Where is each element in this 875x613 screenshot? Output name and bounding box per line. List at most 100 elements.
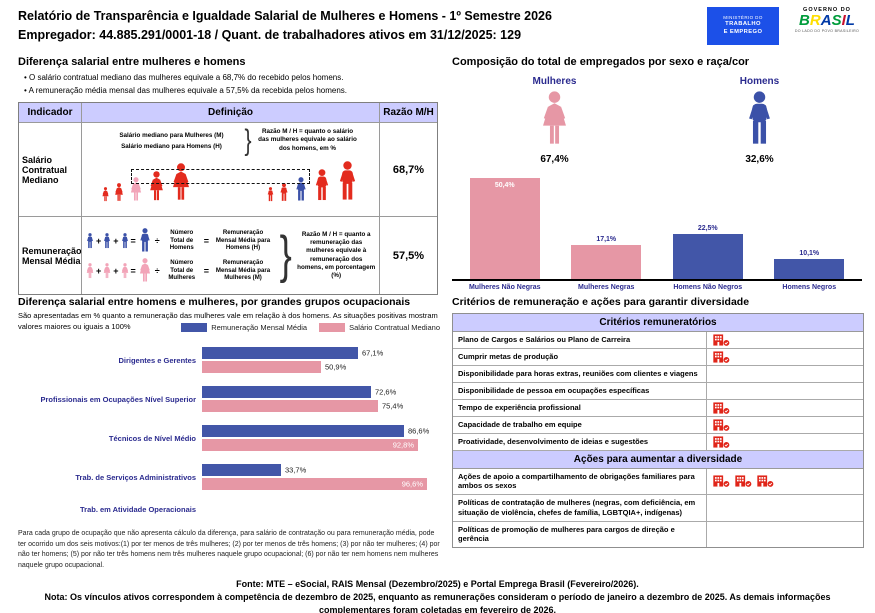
building-check-icon [713,401,730,414]
brasil-letter: A [820,12,832,29]
chart-row: Profissionais em Ocupações Nível Superio… [18,386,440,412]
women-result-text: Remuneração Mensal Média para Mulheres (… [215,258,271,282]
legend-swatch-icon [319,323,346,332]
chart-row: Técnicos de Nível Médio 86,6% 92,8% [18,425,440,451]
legend-item: Remuneração Mensal Média [181,323,307,332]
median-women-line: Salário mediano para Mulheres (M) [119,131,224,139]
bar-group: 67,1% 50,9% [202,347,383,373]
category-label: Mulheres Não Negras [468,284,541,291]
bar: 33,7% [202,464,306,476]
plus-operator: + [96,235,102,246]
criteria-icons-cell [707,349,863,365]
criteria-label: Cumprir metas de produção [453,349,708,365]
equals-operator: = [203,265,210,276]
male-figure-icon [87,232,93,248]
brace-icon: } [279,226,292,285]
bar [672,234,743,279]
governo-do-label: GOVERNO DO [803,7,851,13]
building-check-icon [757,475,774,488]
bar [774,259,845,279]
chart-column: 10,1% [761,250,857,279]
female-figure-icon [121,262,128,278]
indicator-median-salary: Salário Contratual Mediano [19,122,81,216]
mean-ratio-note: Razão M / H = quanto a remuneração das m… [297,230,376,279]
criteria-icons-cell [707,434,863,450]
col-header-indicador: Indicador [19,103,81,122]
criteria-row: Cumprir metas de produção [453,349,863,366]
men-divisor-text: Número Total de Homens [169,228,194,252]
occupational-subtitle: São apresentadas em % quanto a remuneraç… [18,311,438,331]
legend-swatch-icon [181,323,208,332]
criteria-icons-cell [707,383,863,399]
building-check-icon [735,475,752,488]
header-text: Relatório de Transparência e Igualdade S… [18,7,552,46]
report-footer: Fonte: MTE – eSocial, RAIS Mensal (Dezem… [0,578,875,613]
criteria-label: Capacidade de trabalho em equipe [453,416,708,433]
report-employer-line: Empregador: 44.885.291/0001-18 / Quant. … [18,28,522,43]
divide-operator: ÷ [154,235,160,246]
building-check-icon [713,334,730,346]
bar-group: 86,6% 92,8% [202,425,429,451]
mte-logo-line2: TRABALHO [725,21,761,28]
criteria-row: Políticas de contratação de mulheres (ne… [453,495,863,522]
bar-value-label: 92,8% [392,440,414,450]
category-label: Profissionais em Ocupações Nível Superio… [40,394,196,404]
woman-icon [537,91,572,151]
salary-bullets: O salário contratual mediano das mulhere… [24,73,438,95]
building-check-icon [713,435,730,448]
criteria-label: Proatividade, desenvolvimento de ideias … [453,433,708,450]
women-label: Mulheres [532,76,577,87]
chart-column: 50,4% [457,178,553,279]
section-title-composition: Composição do total de empregados por se… [452,56,750,68]
chart-category-labels: Mulheres Não Negras Mulheres Negras Homens… [452,284,862,291]
male-figure-icon [296,177,306,201]
bar-value-label: 50,4% [494,182,515,189]
male-figure-icon [339,161,356,200]
median-men-line: Salário mediano para Homens (H) [121,142,222,150]
criteria-label: Disponibilidade para horas extras, reuni… [453,366,708,382]
criteria-label: Ações de apoio a compartilhamento de obr… [453,468,708,494]
plus-operator: + [113,235,119,246]
legend-item: Salário Contratual Mediano [319,323,440,332]
bar: 92,8% [202,439,418,451]
men-formula-row: + + = ÷ Número Total de Homens = Remuneraç… [85,228,275,253]
women-formula-row: + + = ÷ Número Total de Mulheres = Remuner… [85,258,275,283]
women-divisor-text: Número Total de Mulheres [168,258,196,282]
mte-logo-line3: E EMPREGO [723,29,763,36]
col-header-definicao: Definição [81,103,379,122]
plus-operator: + [96,265,102,276]
criteria-label: Políticas de promoção de mulheres para c… [453,521,708,547]
chart-column: 22,5% [660,225,756,279]
governo-tagline: DO LADO DO POVO BRASILEIRO [794,29,860,33]
brasil-letter: S [831,12,842,29]
criteria-row: Capacidade de trabalho em equipe [453,416,863,434]
building-check-icon [713,475,730,488]
composition-pictograms: Mulheres 67,4% Homens 32,6% [452,76,862,165]
bar: 72,6% [202,386,396,398]
report-title: Relatório de Transparência e Igualdade S… [18,9,552,23]
criteria-section-header: Ações para aumentar a diversidade [453,450,863,469]
male-figure-icon [267,187,274,202]
male-figure-icon [280,183,288,201]
chart-legend: Remuneração Mensal Média Salário Contratu… [181,323,440,332]
bar-group: 33,7% 96,6% [202,464,427,490]
median-definition-diagram: Salário mediano para Mulheres (M) Salári… [87,126,374,156]
bar [571,245,642,279]
criteria-label: Políticas de contratação de mulheres (ne… [453,495,708,521]
logos: MINISTÉRIO DO TRABALHO E EMPREGO GOVERNO… [707,7,867,46]
median-definition-lines: Salário mediano para Mulheres (M) Salári… [102,128,240,154]
bar: 67,1% [202,347,383,359]
criteria-label: Disponibilidade de pessoa em ocupações e… [453,382,708,399]
category-label: Trab. em Atividade Operacionais [79,505,196,514]
criteria-row: Plano de Cargos e Salários ou Plano de C… [453,332,863,349]
divide-operator: ÷ [154,265,160,276]
chart-row: Trab. em Atividade Operacionais [18,503,440,516]
chart-column: 17,1% [558,236,654,279]
men-percentage: 32,6% [745,154,774,165]
female-figure-icon [115,183,123,201]
female-figure-icon [130,177,142,201]
bar-value-label: 96,6% [401,479,423,489]
footer-source: Fonte: MTE – eSocial, RAIS Mensal (Dezem… [236,579,639,589]
man-icon [749,91,770,144]
